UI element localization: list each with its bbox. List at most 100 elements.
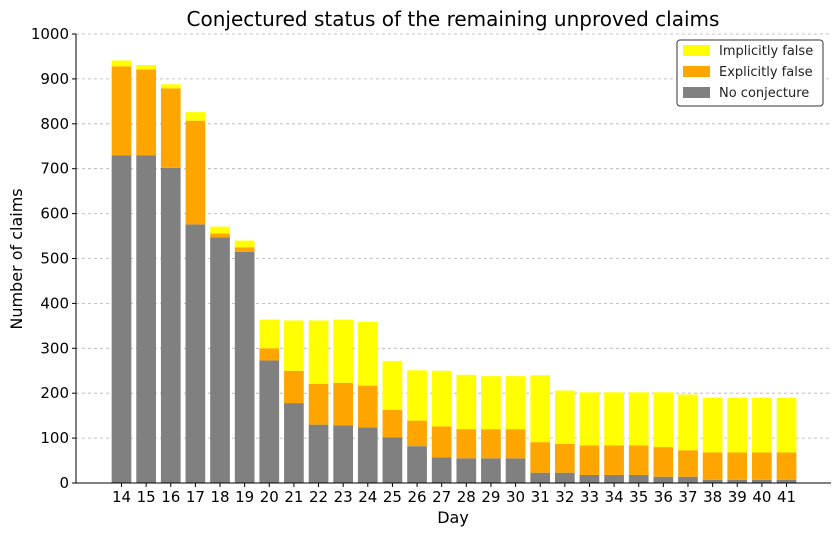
x-tick-label: 39 (728, 488, 747, 506)
x-tick-label: 29 (481, 488, 500, 506)
bar-implicitly-false-day-24 (357, 321, 378, 386)
x-tick-label: 18 (210, 488, 229, 506)
x-tick-label: 14 (112, 488, 131, 506)
bar-explicitly-false-day-34 (604, 445, 624, 475)
x-tick-label: 22 (309, 488, 328, 506)
bar-explicitly-false-day-27 (431, 426, 452, 458)
legend-label-implicitly-false: Implicitly false (719, 44, 813, 59)
bar-implicitly-false-day-28 (456, 374, 477, 430)
x-tick-label: 33 (580, 488, 599, 506)
bar-implicitly-false-day-21 (284, 320, 304, 371)
bar-implicitly-false-day-32 (554, 390, 575, 444)
legend-box (676, 39, 824, 107)
bar-explicitly-false-day-14 (111, 66, 132, 156)
bar-explicitly-false-day-16 (160, 88, 181, 168)
bar-implicitly-false-day-41 (776, 397, 797, 453)
bar-implicitly-false-day-29 (481, 376, 501, 430)
bar-explicitly-false-day-29 (481, 429, 501, 459)
bar-explicitly-false-day-37 (678, 450, 698, 477)
bar-no-conjecture-day-23 (333, 425, 354, 483)
y-tick-label: 600 (40, 205, 69, 223)
bar-implicitly-false-day-31 (530, 375, 551, 443)
bar-no-conjecture-day-29 (481, 458, 501, 483)
bar-no-conjecture-day-22 (308, 424, 329, 483)
x-tick-label: 37 (678, 488, 697, 506)
x-tick-label: 19 (235, 488, 254, 506)
legend-label-no-conjecture: No conjecture (719, 86, 809, 101)
bar-explicitly-false-day-39 (727, 452, 748, 480)
x-tick-label: 20 (260, 488, 279, 506)
bar-explicitly-false-day-24 (357, 385, 378, 428)
y-tick-label: 500 (40, 250, 69, 268)
x-tick-label: 38 (703, 488, 722, 506)
legend-label-explicitly-false: Explicitly false (719, 65, 813, 80)
x-tick-label: 24 (358, 488, 377, 506)
bar-no-conjecture-day-40 (752, 479, 772, 483)
bar-implicitly-false-day-33 (579, 392, 600, 446)
y-tick-label: 200 (40, 384, 69, 402)
y-tick-label: 1000 (31, 25, 69, 43)
x-tick-label: 23 (334, 488, 353, 506)
bar-explicitly-false-day-22 (308, 383, 329, 425)
x-tick-label: 21 (284, 488, 303, 506)
y-tick-label: 100 (40, 429, 69, 447)
bar-implicitly-false-day-25 (382, 360, 403, 410)
bar-no-conjecture-day-24 (357, 427, 378, 483)
bar-implicitly-false-day-36 (653, 392, 674, 448)
bar-implicitly-false-day-34 (604, 392, 624, 446)
bar-explicitly-false-day-20 (259, 348, 280, 361)
bar-no-conjecture-day-33 (579, 474, 600, 483)
legend-swatch-explicitly-false (683, 66, 710, 77)
bar-implicitly-false-day-14 (111, 60, 132, 67)
bar-no-conjecture-day-25 (382, 437, 403, 483)
x-tick-label: 40 (752, 488, 771, 506)
bar-explicitly-false-day-30 (505, 429, 526, 459)
bar-implicitly-false-day-39 (727, 397, 748, 453)
y-tick-label: 900 (40, 70, 69, 88)
bar-explicitly-false-day-26 (407, 420, 427, 447)
bar-no-conjecture-day-32 (554, 472, 575, 483)
bar-implicitly-false-day-16 (160, 84, 181, 89)
bar-implicitly-false-day-19 (234, 240, 255, 248)
bar-no-conjecture-day-26 (407, 446, 427, 483)
bar-no-conjecture-day-15 (136, 155, 156, 484)
bar-explicitly-false-day-32 (554, 443, 575, 473)
bar-explicitly-false-day-23 (333, 382, 354, 426)
bar-implicitly-false-day-26 (407, 370, 427, 421)
x-tick-label: 15 (137, 488, 156, 506)
bar-implicitly-false-day-27 (431, 370, 452, 427)
bar-no-conjecture-day-21 (284, 403, 304, 483)
bar-explicitly-false-day-36 (653, 447, 674, 477)
legend-swatch-no-conjecture (683, 87, 710, 98)
bar-no-conjecture-day-19 (234, 251, 255, 483)
bar-explicitly-false-day-28 (456, 429, 477, 459)
x-tick-label: 31 (531, 488, 550, 506)
y-tick-label: 0 (59, 474, 69, 492)
bar-no-conjecture-day-35 (628, 474, 649, 483)
bar-implicitly-false-day-18 (210, 226, 230, 234)
bar-no-conjecture-day-18 (210, 237, 230, 483)
bar-explicitly-false-day-25 (382, 409, 403, 438)
bar-implicitly-false-day-30 (505, 376, 526, 430)
bar-explicitly-false-day-38 (702, 452, 723, 480)
x-tick-label: 25 (383, 488, 402, 506)
bar-no-conjecture-day-41 (776, 479, 797, 483)
bar-implicitly-false-day-23 (333, 319, 354, 383)
bar-no-conjecture-day-31 (530, 472, 551, 483)
bar-explicitly-false-day-18 (210, 233, 230, 238)
bar-explicitly-false-day-33 (579, 445, 600, 475)
x-tick-label: 36 (654, 488, 673, 506)
bar-explicitly-false-day-41 (776, 452, 797, 480)
bar-no-conjecture-day-30 (505, 458, 526, 483)
bar-explicitly-false-day-31 (530, 442, 551, 473)
bar-no-conjecture-day-17 (185, 224, 206, 483)
legend: Implicitly false Explicitly false No conje… (676, 39, 824, 107)
x-tick-label: 26 (408, 488, 427, 506)
bar-explicitly-false-day-21 (284, 370, 304, 404)
bar-implicitly-false-day-37 (678, 394, 698, 451)
x-tick-label: 17 (186, 488, 205, 506)
y-tick-label: 800 (40, 115, 69, 133)
bar-no-conjecture-day-36 (653, 476, 674, 483)
bar-explicitly-false-day-17 (185, 120, 206, 225)
